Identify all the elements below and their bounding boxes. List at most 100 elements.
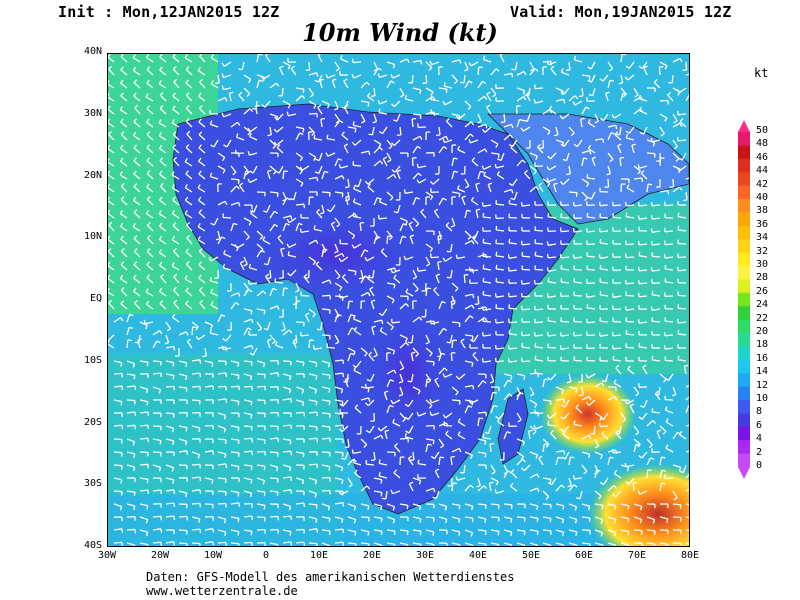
wind-barb-feather — [145, 93, 149, 98]
wind-barb-feather — [238, 91, 243, 96]
wind-barb — [625, 294, 635, 297]
wind-barb — [594, 503, 603, 506]
wind-barb-feather — [288, 389, 292, 394]
wind-barb — [368, 354, 375, 362]
wind-barb — [158, 135, 167, 141]
wind-barb-feather — [119, 222, 124, 227]
wind-barb-feather — [546, 166, 550, 171]
wind-barb-feather — [199, 78, 203, 83]
wind-barb — [534, 412, 544, 415]
wind-barb-feather — [108, 80, 110, 84]
wind-barb — [186, 224, 193, 232]
wind-barb-feather — [245, 170, 250, 173]
wind-barb-feather — [599, 238, 602, 244]
wind-barb — [521, 268, 531, 271]
wind-barb-feather — [119, 210, 123, 215]
wind-barb — [256, 516, 266, 519]
wind-barb-feather — [602, 138, 605, 143]
wind-barb-feather — [432, 488, 436, 493]
wind-barb-feather — [335, 68, 340, 72]
wind-barb — [139, 360, 148, 363]
wind-barb-feather — [371, 325, 376, 328]
wind-barb — [464, 484, 471, 492]
wind-barb — [393, 472, 401, 479]
wind-barb-feather — [482, 290, 485, 295]
wind-barb — [408, 483, 414, 492]
wind-barb-feather — [635, 431, 640, 436]
wind-barb — [226, 139, 232, 148]
wind-barb — [243, 217, 252, 223]
wind-barb — [509, 360, 518, 363]
wind-barb-feather — [650, 228, 653, 233]
wind-barb — [276, 147, 284, 154]
wind-barb — [412, 477, 421, 482]
wind-barb-feather — [171, 313, 176, 318]
wind-barb — [321, 489, 331, 492]
wind-barb — [451, 191, 461, 195]
wind-barb-feather — [351, 235, 356, 240]
wind-barb-feather — [461, 195, 466, 199]
wind-barb — [477, 306, 486, 310]
wind-barb — [671, 74, 674, 84]
wind-barb-feather — [393, 284, 396, 289]
wind-barb — [477, 113, 482, 122]
wind-barb — [279, 67, 284, 76]
wind-barb — [614, 134, 622, 141]
wind-barb-feather — [429, 398, 433, 404]
wind-barb-feather — [325, 74, 329, 79]
wind-barb-feather — [300, 182, 304, 187]
wind-barb — [615, 490, 622, 498]
wind-barb-feather — [260, 75, 264, 80]
colorbar-swatch — [738, 145, 750, 160]
wind-barb — [152, 451, 162, 454]
wind-barb — [594, 438, 600, 447]
wind-barb — [269, 528, 279, 531]
wind-barb — [160, 185, 167, 193]
wind-barb — [602, 477, 609, 485]
wind-barb-feather — [133, 287, 137, 292]
wind-barb-feather — [250, 310, 253, 315]
wind-barb-feather — [442, 373, 446, 378]
wind-barb-feather — [419, 544, 422, 546]
wind-barb — [549, 412, 557, 419]
colorbar-level-label: 16 — [756, 352, 769, 364]
wind-barb-feather — [468, 399, 472, 404]
wind-barb — [490, 68, 497, 76]
wind-barb — [516, 159, 523, 167]
wind-barb-feather — [171, 467, 175, 472]
wind-barb-feather — [535, 454, 539, 459]
wind-barb — [607, 178, 610, 188]
lon-label: 80E — [680, 550, 700, 561]
wind-barb-feather — [676, 167, 681, 172]
wind-barb — [600, 268, 609, 271]
wind-barb — [594, 470, 598, 479]
wind-barb — [508, 256, 518, 259]
wind-barb-feather — [533, 305, 536, 311]
wind-barb — [602, 412, 609, 420]
wind-barb — [326, 346, 336, 349]
wind-barb — [360, 291, 369, 297]
wind-barb — [412, 197, 417, 206]
wind-barb — [344, 451, 349, 460]
wind-barb-feather — [262, 236, 266, 241]
wind-barb — [407, 412, 414, 420]
wind-barb-feather — [587, 506, 591, 511]
wind-barb-feather — [199, 286, 203, 291]
wind-barb — [185, 107, 193, 115]
wind-barb — [367, 277, 375, 284]
wind-barb — [482, 204, 492, 207]
wind-barb — [327, 152, 336, 157]
wind-barb — [625, 346, 635, 349]
wind-barb — [620, 542, 629, 546]
wind-barb — [664, 230, 674, 233]
wind-barb-feather — [199, 299, 204, 304]
wind-barb-feather — [312, 313, 316, 318]
wind-barb-feather — [586, 212, 589, 218]
wind-barb-feather — [133, 248, 138, 252]
wind-barb — [386, 369, 395, 375]
wind-barb-feather — [522, 90, 526, 95]
wind-barb-feather — [293, 338, 298, 342]
wind-barb-feather — [233, 222, 238, 226]
wind-barb-feather — [483, 95, 488, 100]
wind-barb — [482, 255, 492, 258]
